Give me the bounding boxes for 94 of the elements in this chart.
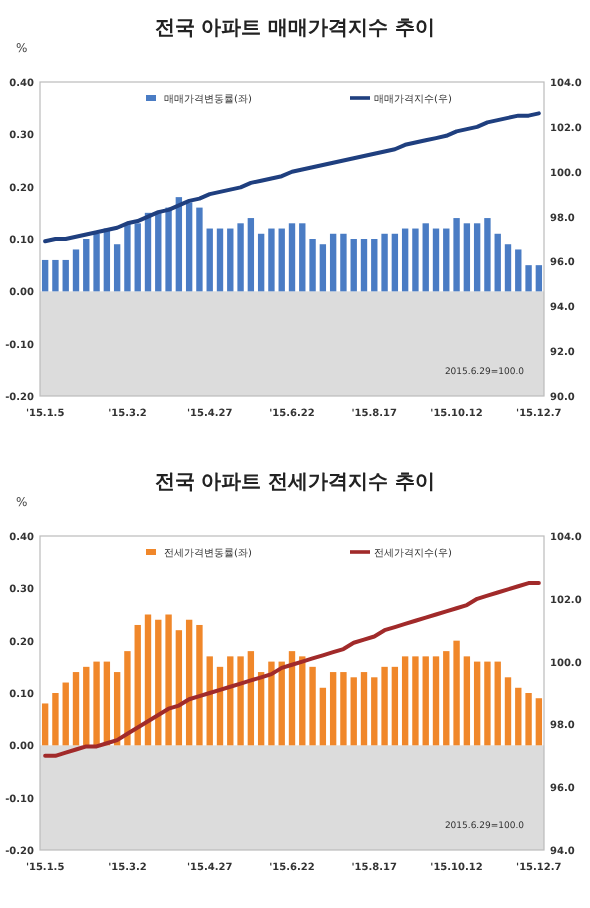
bar [535, 265, 543, 292]
bar [371, 677, 378, 746]
bar [155, 619, 162, 746]
bar [288, 651, 296, 746]
bar [381, 233, 388, 292]
bar [247, 218, 255, 292]
bar [93, 233, 100, 292]
bar [72, 249, 80, 292]
bar [525, 265, 532, 292]
bar [504, 677, 512, 746]
bar [319, 244, 327, 292]
bar [227, 228, 234, 292]
bar [432, 228, 440, 292]
bar [83, 666, 90, 746]
bar [237, 656, 244, 746]
bar [401, 228, 409, 292]
bar [206, 228, 213, 292]
bar [247, 651, 255, 746]
bar [453, 218, 460, 292]
bar [62, 259, 69, 292]
bar [93, 661, 100, 746]
bar [83, 239, 90, 292]
bar [412, 656, 419, 746]
bar [309, 239, 316, 292]
bar [144, 614, 152, 746]
bar [185, 202, 193, 292]
bar [360, 672, 368, 746]
bar [412, 228, 419, 292]
bar [350, 677, 357, 746]
bar [401, 656, 409, 746]
bar [52, 259, 59, 292]
bar [391, 233, 399, 292]
bar [52, 693, 59, 746]
bar [473, 661, 481, 746]
bar [515, 249, 522, 292]
bar [196, 624, 203, 746]
bar [371, 239, 378, 292]
bar [124, 223, 131, 292]
bar [473, 223, 481, 292]
bar [165, 614, 172, 746]
bar [484, 218, 491, 292]
bar [196, 207, 203, 292]
bar [134, 624, 141, 746]
bar [155, 212, 162, 292]
bar [309, 666, 316, 746]
bar [113, 244, 121, 292]
bar [494, 233, 501, 292]
bar [278, 228, 285, 292]
bar [525, 693, 532, 746]
bar [72, 672, 80, 746]
bar [432, 656, 440, 746]
bar [329, 233, 337, 292]
bar [124, 651, 131, 746]
bar [257, 233, 265, 292]
bar [216, 228, 224, 292]
line-series [43, 581, 541, 758]
bar [268, 228, 275, 292]
bar [484, 661, 491, 746]
bar [422, 223, 429, 292]
bar [206, 656, 213, 746]
bar [494, 661, 501, 746]
bar [329, 672, 337, 746]
bar [299, 223, 306, 292]
bar [422, 656, 429, 746]
bar [227, 656, 234, 746]
bar [319, 687, 327, 746]
bar [175, 630, 183, 746]
bar [443, 651, 450, 746]
bar [391, 666, 399, 746]
bar [299, 656, 306, 746]
bar [340, 233, 347, 292]
chart-title: 전국 아파트 전세가격지수 추이 [154, 472, 436, 494]
bar [463, 656, 471, 746]
bar [340, 672, 347, 746]
bar [453, 640, 460, 746]
bar [62, 682, 69, 746]
bar [443, 228, 450, 292]
bar [463, 223, 471, 292]
bar [535, 698, 543, 746]
chart-title: 전국 아파트 매매가격지수 추이 [154, 18, 436, 40]
bar [41, 259, 49, 292]
bar [504, 244, 512, 292]
bar [237, 223, 244, 292]
line-series [43, 111, 541, 244]
bar [185, 619, 193, 746]
bar [381, 666, 388, 746]
bar [134, 223, 141, 292]
bar [41, 703, 49, 746]
bar [350, 239, 357, 292]
bar [360, 239, 368, 292]
bar [515, 687, 522, 746]
bar [165, 207, 172, 292]
bar [268, 661, 275, 746]
bar [288, 223, 296, 292]
